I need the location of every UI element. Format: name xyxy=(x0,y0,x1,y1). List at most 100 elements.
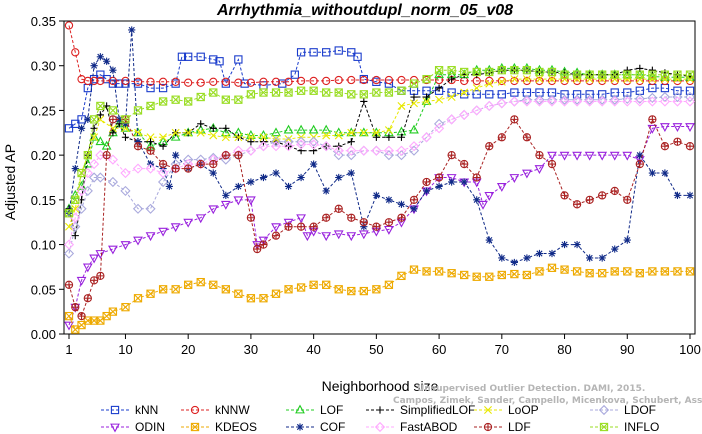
data-point xyxy=(346,232,357,242)
legend-label: LDF xyxy=(508,420,531,434)
data-point xyxy=(409,124,419,134)
data-point xyxy=(209,88,218,97)
data-point xyxy=(246,294,256,303)
data-point xyxy=(309,76,318,86)
legend-marker xyxy=(483,422,493,432)
data-point xyxy=(82,263,93,273)
data-point xyxy=(321,124,332,134)
data-point xyxy=(559,96,570,107)
data-point xyxy=(159,133,168,142)
data-point xyxy=(397,86,406,95)
data-point xyxy=(76,276,87,286)
data-point xyxy=(485,142,494,151)
data-point xyxy=(334,204,343,213)
data-point xyxy=(647,92,658,104)
data-point xyxy=(347,213,356,222)
data-point xyxy=(259,77,268,86)
data-point xyxy=(221,150,230,160)
data-point xyxy=(171,95,180,104)
data-point xyxy=(71,164,79,173)
y-tick-label: 0.05 xyxy=(31,282,56,297)
data-point xyxy=(158,227,168,237)
data-point xyxy=(397,75,406,85)
data-point xyxy=(246,90,256,99)
data-point xyxy=(246,78,256,87)
data-point xyxy=(134,128,142,137)
data-point xyxy=(209,280,218,289)
data-point xyxy=(521,94,533,105)
data-point xyxy=(64,321,74,331)
data-point xyxy=(598,269,607,278)
data-point xyxy=(484,191,495,201)
data-point xyxy=(397,101,406,110)
data-point xyxy=(572,70,582,79)
data-point xyxy=(672,123,683,132)
data-point xyxy=(510,75,519,84)
data-point xyxy=(685,142,695,151)
data-point xyxy=(108,307,118,316)
data-point xyxy=(384,280,394,289)
data-point xyxy=(522,66,532,75)
legend-item-ldof: LDOF xyxy=(590,403,656,417)
data-point xyxy=(76,203,87,214)
data-point xyxy=(660,142,670,151)
data-point xyxy=(447,93,456,102)
x-tick-label: 20 xyxy=(181,342,195,357)
data-point xyxy=(446,174,457,183)
data-point xyxy=(309,48,318,57)
data-point xyxy=(133,142,143,151)
legend-marker xyxy=(190,405,200,415)
data-point xyxy=(496,98,507,109)
data-point xyxy=(686,191,694,199)
data-point xyxy=(310,160,318,168)
data-point xyxy=(385,196,393,204)
data-point xyxy=(422,74,431,84)
data-point xyxy=(685,267,695,276)
data-point xyxy=(547,151,557,161)
data-point xyxy=(383,150,395,161)
data-point xyxy=(372,128,381,137)
data-point xyxy=(409,265,419,274)
legend-marker xyxy=(295,404,305,414)
data-point xyxy=(234,289,243,298)
data-point xyxy=(308,136,319,147)
data-point xyxy=(246,196,256,206)
y-tick-label: 0.30 xyxy=(31,59,56,74)
data-point xyxy=(183,218,194,228)
data-point xyxy=(234,182,242,191)
data-point xyxy=(308,139,319,150)
data-point xyxy=(447,269,456,278)
data-point xyxy=(89,115,99,124)
data-point xyxy=(96,53,104,61)
data-point xyxy=(247,138,255,146)
x-tick-label: 10 xyxy=(118,342,132,357)
data-point xyxy=(89,254,99,264)
data-point xyxy=(572,267,582,276)
data-point xyxy=(435,95,444,104)
legend-item-cof: COF xyxy=(286,420,345,434)
data-point xyxy=(77,124,86,132)
data-point xyxy=(128,26,136,34)
data-point xyxy=(107,154,119,165)
data-point xyxy=(158,159,168,169)
data-point xyxy=(335,173,343,182)
data-point xyxy=(215,57,224,66)
legend-marker xyxy=(296,423,304,431)
data-point xyxy=(510,88,519,97)
data-point xyxy=(510,258,518,267)
data-point xyxy=(448,178,456,186)
data-point xyxy=(121,120,130,128)
data-point xyxy=(120,185,131,197)
data-point xyxy=(64,280,74,289)
data-point xyxy=(659,96,671,107)
data-point xyxy=(246,133,255,142)
data-point xyxy=(322,187,330,195)
data-point xyxy=(359,90,368,99)
data-point xyxy=(447,88,456,97)
legend-marker xyxy=(376,406,384,414)
series-inflo xyxy=(64,66,695,218)
data-point xyxy=(259,133,268,142)
data-point xyxy=(610,70,619,79)
series-ldf xyxy=(64,115,695,321)
data-point xyxy=(535,150,544,160)
